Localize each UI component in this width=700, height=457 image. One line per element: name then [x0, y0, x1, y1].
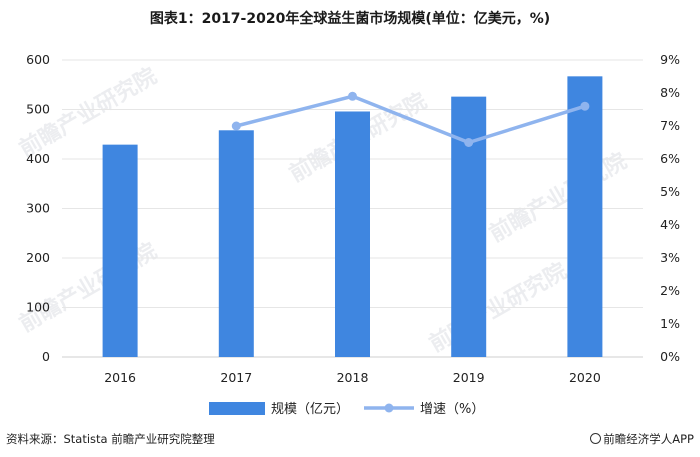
y-right-tick-label: 2%: [660, 283, 680, 298]
y-right-tick-label: 1%: [660, 316, 680, 331]
chart-title: 图表1：2017-2020年全球益生菌市场规模(单位：亿美元，%): [149, 11, 551, 27]
y-right-tick-label: 8%: [660, 85, 680, 100]
brand-logo-icon: [590, 433, 602, 444]
y-right-tick-label: 9%: [660, 52, 680, 67]
legend-line-marker: [384, 403, 394, 413]
growth-point: [464, 138, 474, 147]
source-note: 资料来源：Statista 前瞻产业研究院整理: [6, 432, 215, 446]
x-tick-label: 2017: [220, 370, 252, 385]
bar: [567, 76, 603, 358]
x-tick-label: 2016: [104, 370, 136, 385]
brand-label: 前瞻经济学人APP: [603, 432, 694, 446]
growth-line: [235, 94, 586, 145]
legend-line-label: 增速（%）: [420, 402, 484, 417]
y-left-tick-label: 600: [26, 52, 50, 67]
y-right-tick-label: 3%: [660, 250, 680, 265]
y-left-tick-label: 0: [42, 349, 50, 364]
growth-point: [348, 91, 357, 101]
brand-footer: 前瞻经济学人APP: [590, 431, 694, 447]
growth-point: [231, 121, 241, 131]
y-right-tick-label: 4%: [660, 217, 680, 232]
y-left-tick-label: 200: [26, 250, 50, 265]
y-right-tick-label: 6%: [660, 151, 680, 166]
bar: [218, 130, 254, 357]
y-right-tick-label: 0%: [660, 349, 680, 364]
y-left-tick-label: 100: [26, 300, 50, 315]
x-tick-label: 2019: [453, 370, 485, 385]
bar: [451, 96, 487, 357]
legend-bar-label: 规模（亿元）: [271, 402, 349, 417]
growth-point: [580, 101, 590, 111]
legend-bar-swatch: [209, 402, 265, 415]
y-right-tick-label: 7%: [660, 118, 680, 133]
x-tick-label: 2020: [569, 370, 601, 385]
y-left-tick-label: 400: [26, 151, 50, 166]
bar: [102, 144, 138, 357]
y-left-tick-label: 300: [26, 201, 50, 216]
x-tick-label: 2018: [337, 370, 369, 385]
y-left-tick-label: 500: [26, 102, 50, 117]
bar: [335, 111, 370, 357]
y-right-tick-label: 5%: [660, 184, 680, 199]
